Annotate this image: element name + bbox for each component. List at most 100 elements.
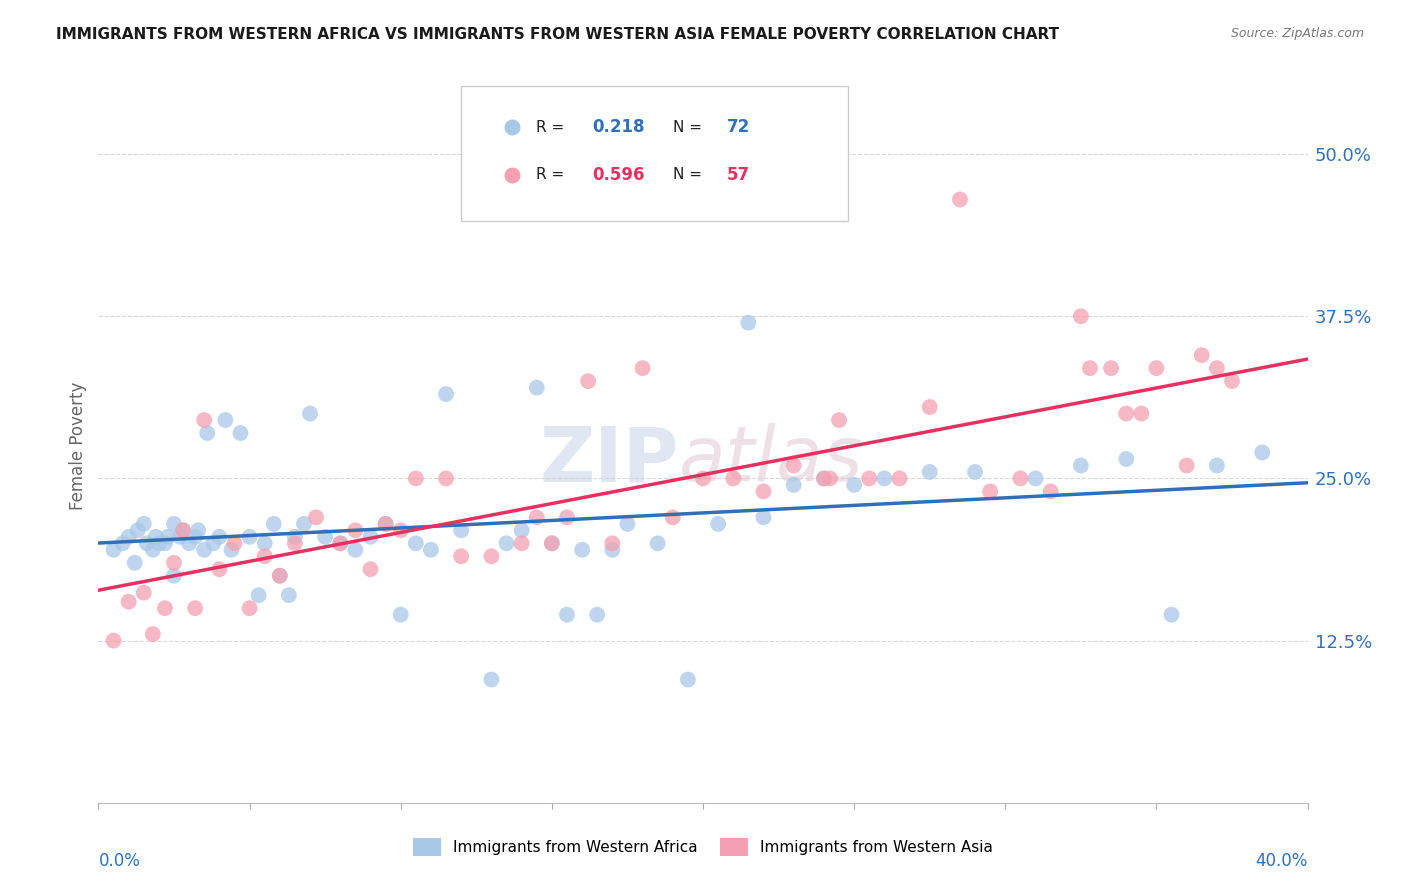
- Point: [195, 425, 218, 440]
- Point: [602, 536, 624, 550]
- Point: [145, 530, 167, 544]
- Point: [221, 542, 243, 557]
- Point: [434, 471, 457, 485]
- Text: IMMIGRANTS FROM WESTERN AFRICA VS IMMIGRANTS FROM WESTERN ASIA FEMALE POVERTY CO: IMMIGRANTS FROM WESTERN AFRICA VS IMMIGR…: [56, 27, 1059, 42]
- Text: R =: R =: [536, 120, 569, 135]
- Text: N =: N =: [673, 120, 707, 135]
- Point: [208, 530, 231, 544]
- Point: [571, 542, 593, 557]
- Point: [979, 484, 1001, 499]
- Point: [1115, 407, 1137, 421]
- Point: [118, 530, 141, 544]
- Point: [481, 673, 503, 687]
- Point: [1039, 484, 1062, 499]
- Point: [1070, 458, 1092, 473]
- Point: [631, 361, 654, 376]
- Point: [844, 478, 866, 492]
- Point: [450, 549, 472, 564]
- Point: [132, 585, 155, 599]
- Point: [374, 516, 396, 531]
- Point: [103, 542, 125, 557]
- Point: [555, 510, 578, 524]
- Point: [153, 536, 176, 550]
- Point: [949, 193, 972, 207]
- Point: [344, 542, 367, 557]
- Point: [124, 556, 146, 570]
- Text: 0.596: 0.596: [592, 166, 644, 184]
- Point: [184, 601, 207, 615]
- Point: [208, 562, 231, 576]
- Point: [1130, 407, 1153, 421]
- Text: N =: N =: [673, 168, 707, 182]
- Text: atlas: atlas: [679, 424, 863, 497]
- Point: [858, 471, 880, 485]
- Text: 40.0%: 40.0%: [1256, 852, 1308, 870]
- Point: [269, 568, 291, 582]
- Point: [616, 516, 638, 531]
- Point: [1070, 310, 1092, 324]
- Point: [526, 381, 548, 395]
- Point: [111, 536, 134, 550]
- Point: [1160, 607, 1182, 622]
- Point: [692, 471, 714, 485]
- Point: [752, 510, 775, 524]
- Point: [169, 530, 191, 544]
- Point: [360, 562, 382, 576]
- Point: [1206, 458, 1229, 473]
- Point: [389, 524, 412, 538]
- Point: [662, 510, 685, 524]
- Point: [1220, 374, 1243, 388]
- Point: [269, 568, 291, 582]
- Point: [1078, 361, 1101, 376]
- Point: [555, 607, 578, 622]
- Point: [305, 510, 328, 524]
- Text: Source: ZipAtlas.com: Source: ZipAtlas.com: [1230, 27, 1364, 40]
- Point: [707, 516, 730, 531]
- Point: [495, 536, 517, 550]
- Legend: Immigrants from Western Africa, Immigrants from Western Asia: Immigrants from Western Africa, Immigran…: [413, 838, 993, 855]
- Point: [229, 425, 252, 440]
- Point: [1024, 471, 1046, 485]
- Point: [187, 524, 209, 538]
- Point: [142, 627, 165, 641]
- Point: [253, 549, 276, 564]
- Point: [142, 542, 165, 557]
- Point: [202, 536, 225, 550]
- Point: [292, 516, 315, 531]
- Point: [586, 607, 609, 622]
- Point: [156, 530, 179, 544]
- Point: [828, 413, 851, 427]
- Point: [1010, 471, 1032, 485]
- Point: [389, 607, 412, 622]
- Point: [540, 536, 562, 550]
- Point: [1191, 348, 1213, 362]
- Text: R =: R =: [536, 168, 569, 182]
- Point: [783, 458, 806, 473]
- Point: [434, 387, 457, 401]
- Point: [1144, 361, 1167, 376]
- Point: [284, 530, 307, 544]
- Point: [239, 530, 262, 544]
- Point: [818, 471, 841, 485]
- Text: 57: 57: [727, 166, 751, 184]
- Point: [965, 465, 987, 479]
- Point: [193, 413, 215, 427]
- Point: [752, 484, 775, 499]
- Point: [103, 633, 125, 648]
- Text: 72: 72: [727, 118, 751, 136]
- Point: [118, 595, 141, 609]
- Point: [163, 516, 186, 531]
- Point: [1099, 361, 1122, 376]
- Point: [783, 478, 806, 492]
- Point: [214, 413, 236, 427]
- Point: [135, 536, 157, 550]
- Text: 0.0%: 0.0%: [98, 852, 141, 870]
- Point: [277, 588, 299, 602]
- Point: [481, 549, 503, 564]
- Point: [299, 407, 322, 421]
- Point: [153, 601, 176, 615]
- Point: [647, 536, 669, 550]
- Point: [329, 536, 352, 550]
- Point: [602, 542, 624, 557]
- Point: [873, 471, 896, 485]
